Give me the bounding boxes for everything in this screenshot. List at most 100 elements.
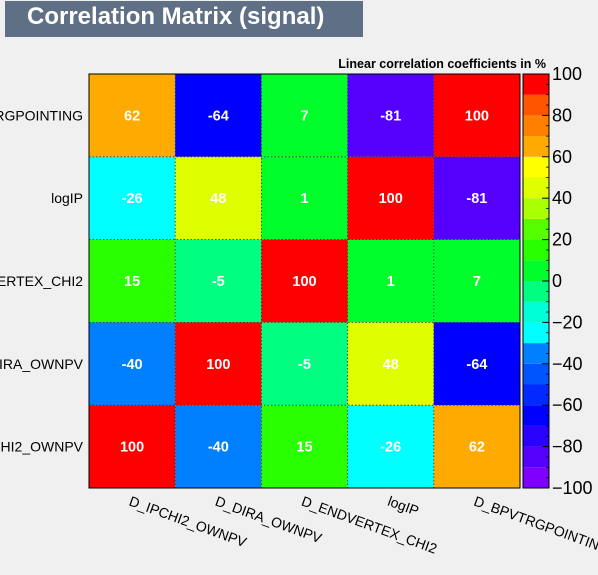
heatmap-cell — [89, 156, 176, 240]
chart-subtitle: Linear correlation coefficients in % — [338, 57, 546, 71]
heatmap-cell — [175, 156, 262, 240]
cell-value-label: 15 — [296, 440, 312, 456]
colorbar-bin — [523, 239, 549, 261]
plot-frame — [88, 73, 521, 489]
colorbar-tick-label: 20 — [552, 230, 572, 250]
colorbar-bin — [523, 198, 549, 219]
colorbar-bin — [523, 322, 549, 344]
cell-value-label: 48 — [383, 357, 399, 373]
cell-value-label: -40 — [208, 440, 229, 456]
colorbar-tick-label: 0 — [552, 271, 562, 291]
cell-value-label: 15 — [124, 274, 140, 290]
heatmap-cell — [175, 239, 262, 323]
cell-value-label: 7 — [300, 108, 308, 124]
y-axis-label: logIP — [51, 190, 83, 206]
heatmap-cell — [175, 74, 262, 157]
y-axis-label: ERTEX_CHI2 — [0, 273, 83, 289]
colorbar-bin — [523, 446, 549, 468]
cell-value-label: -5 — [298, 357, 311, 373]
y-axis-labels: CHI2_OWNPV DIRA_OWNPV ERTEX_CHI2 logIP RGPOI… — [0, 107, 84, 454]
cell-value-label: -5 — [212, 274, 225, 290]
colorbar-bin — [523, 136, 549, 157]
colorbar-tick-label: −20 — [552, 312, 583, 332]
y-axis-label: RGPOINTING — [0, 107, 83, 123]
colorbar-tick-label: −80 — [552, 437, 583, 457]
colorbar-bin — [523, 281, 549, 302]
colorbar-tick-label: 60 — [552, 147, 572, 167]
colorbar-tick-label: 40 — [552, 188, 572, 208]
cell-value-label: 100 — [120, 440, 144, 456]
cell-value-label: -81 — [380, 108, 401, 124]
cell-value-label: 100 — [379, 191, 403, 207]
cell-value-label: -26 — [122, 191, 143, 207]
cell-value-label: -40 — [122, 357, 143, 373]
cell-value-label: 100 — [206, 357, 230, 373]
colorbar-bin — [523, 363, 549, 385]
heatmap-cell — [89, 322, 176, 406]
heatmap-cell — [347, 405, 434, 488]
heatmap-cell — [175, 322, 262, 406]
colorbar-bin — [523, 218, 549, 240]
chart-title: Correlation Matrix (signal) — [27, 3, 325, 30]
cell-value-label: -64 — [208, 108, 229, 124]
heatmap-cell — [347, 74, 434, 157]
cell-value-label: 100 — [465, 108, 489, 124]
colorbar-ticks: 100 80 60 40 20 0 −20 −40 −60 −80 −100 — [542, 64, 593, 498]
heatmap-cells — [89, 74, 520, 488]
cell-value-label: 1 — [387, 274, 395, 290]
colorbar-tick-label: 100 — [552, 64, 582, 84]
colorbar-tick-label: 80 — [552, 105, 572, 125]
x-axis-label: D_BPVTRGPOINTING — [472, 493, 598, 557]
heatmap-cell — [89, 405, 176, 488]
colorbar-bin — [523, 384, 549, 406]
cell-value-label: -26 — [380, 440, 401, 456]
heatmap-cell — [433, 239, 520, 323]
heatmap-cell — [89, 239, 176, 323]
colorbar-bin — [523, 405, 549, 426]
colorbar-tick-label: −60 — [552, 395, 583, 415]
colorbar — [522, 73, 550, 489]
colorbar-bin — [523, 156, 549, 178]
heatmap-cell — [261, 239, 348, 323]
colorbar-bin — [523, 94, 549, 116]
y-axis-label: DIRA_OWNPV — [0, 356, 84, 372]
cell-value-label: -81 — [466, 191, 487, 207]
cell-value-label: 48 — [210, 191, 226, 207]
cell-value-label: 1 — [300, 191, 308, 207]
colorbar-bin — [523, 343, 549, 364]
heatmap-cell — [261, 322, 348, 406]
heatmap-cell — [347, 156, 434, 240]
x-axis-label: logIP — [386, 493, 421, 519]
cell-value-label: 100 — [292, 274, 316, 290]
heatmap-cell — [89, 74, 176, 157]
heatmap-cell — [433, 156, 520, 240]
heatmap-cell — [261, 74, 348, 157]
heatmap-cell — [261, 405, 348, 488]
heatmap-cell — [433, 405, 520, 488]
colorbar-bin — [523, 425, 549, 447]
heatmap-cell-labels: 62 -64 7 -81 100 -26 48 1 100 -81 15 -5 100 1 7 -40 100 -… — [120, 108, 489, 455]
heatmap-cell — [433, 74, 520, 157]
heatmap-cell — [175, 405, 262, 488]
colorbar-bin — [523, 74, 549, 95]
cell-value-label: 62 — [469, 440, 485, 456]
cell-value-label: 62 — [124, 108, 140, 124]
cell-value-label: 7 — [473, 274, 481, 290]
heatmap-grid — [89, 74, 520, 488]
colorbar-tick-label: −40 — [552, 354, 583, 374]
cell-value-label: -64 — [466, 357, 487, 373]
heatmap-cell — [433, 322, 520, 406]
heatmap-cell — [347, 322, 434, 406]
colorbar-bin — [523, 260, 549, 281]
heatmap-cell — [261, 156, 348, 240]
x-axis-labels: D_IPCHI2_OWNPVD_DIRA_OWNPVD_ENDVERTEX_CH… — [127, 493, 598, 557]
y-axis-label: CHI2_OWNPV — [0, 439, 84, 455]
colorbar-bin — [523, 115, 549, 137]
title-box: Correlation Matrix (signal) — [5, 1, 363, 37]
heatmap-cell — [347, 239, 434, 323]
colorbar-bin — [523, 467, 549, 488]
colorbar-bin — [523, 177, 549, 199]
colorbar-bin — [523, 301, 549, 323]
colorbar-tick-label: −100 — [552, 478, 593, 498]
